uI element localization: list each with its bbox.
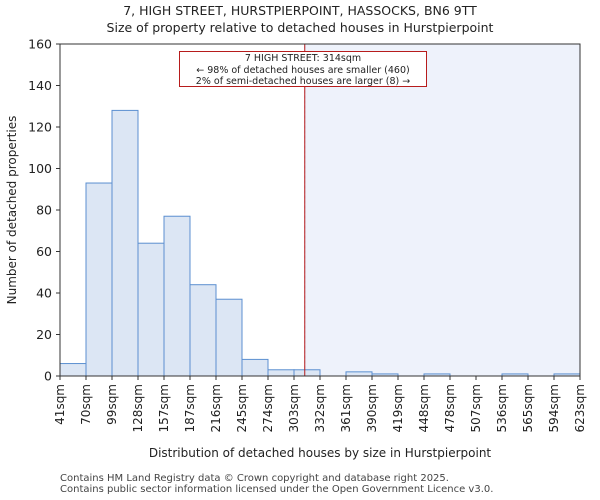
y-tick-label: 160 <box>28 37 52 52</box>
x-tick-label: 70sqm <box>79 384 93 425</box>
x-tick-label: 419sqm <box>391 384 405 432</box>
x-tick-label: 332sqm <box>313 384 327 432</box>
x-tick-label: 41sqm <box>53 384 67 425</box>
x-tick-label: 361sqm <box>339 384 353 432</box>
y-tick-label: 0 <box>44 369 52 384</box>
x-tick-label: 99sqm <box>105 384 119 425</box>
highlight-region <box>304 43 581 377</box>
annotation-line-1: 7 HIGH STREET: 314sqm <box>244 53 362 64</box>
x-axis-label: Distribution of detached houses by size … <box>149 446 492 460</box>
y-tick-label: 20 <box>36 327 52 342</box>
bar-70sqm <box>85 182 113 377</box>
y-tick-label: 60 <box>36 244 52 259</box>
bar-274sqm <box>267 369 295 377</box>
property-annotation: 7 HIGH STREET: 314sqm ← 98% of detached … <box>179 51 427 87</box>
footer-licence: Contains public sector information licen… <box>60 484 494 495</box>
y-tick-label: 100 <box>28 161 52 176</box>
chart-title: 7, HIGH STREET, HURSTPIERPOINT, HASSOCKS… <box>123 3 477 18</box>
x-tick-label: 448sqm <box>417 384 431 432</box>
x-tick-label: 187sqm <box>183 384 197 432</box>
y-axis-label: Number of detached properties <box>5 116 19 305</box>
bar-187sqm <box>189 284 217 377</box>
y-tick-label: 120 <box>28 120 52 135</box>
bar-99sqm <box>111 109 139 377</box>
y-tick-label: 80 <box>36 203 52 218</box>
x-tick-label: 157sqm <box>157 384 171 432</box>
bar-245sqm <box>241 358 269 377</box>
x-tick-label: 274sqm <box>261 384 275 432</box>
plot-frame <box>59 43 581 377</box>
x-tick-label: 565sqm <box>521 384 535 432</box>
chart-subtitle: Size of property relative to detached ho… <box>106 20 494 35</box>
x-tick-label: 390sqm <box>365 384 379 432</box>
x-tick-label: 216sqm <box>209 384 223 432</box>
annotation-line-3: 2% of semi-detached houses are larger (8… <box>195 76 411 87</box>
annotation-line-2: ← 98% of detached houses are smaller (46… <box>196 64 410 76</box>
x-tick-label: 128sqm <box>131 384 145 432</box>
y-tick-label: 40 <box>36 286 52 301</box>
bar-361sqm <box>345 371 373 377</box>
x-tick-label: 478sqm <box>443 384 457 432</box>
bar-216sqm <box>215 298 243 377</box>
x-tick-label: 245sqm <box>235 384 249 432</box>
x-tick-label: 594sqm <box>547 384 561 432</box>
x-tick-label: 507sqm <box>469 384 483 432</box>
footer-copyright: Contains HM Land Registry data © Crown c… <box>60 473 449 484</box>
bar-41sqm <box>59 363 87 377</box>
y-tick-label: 140 <box>28 78 52 93</box>
x-tick-label: 623sqm <box>573 384 587 432</box>
bar-128sqm <box>137 242 165 377</box>
x-tick-label: 303sqm <box>287 384 301 432</box>
bar-157sqm <box>163 215 191 377</box>
x-tick-label: 536sqm <box>495 384 509 432</box>
bar-303sqm <box>293 369 321 377</box>
